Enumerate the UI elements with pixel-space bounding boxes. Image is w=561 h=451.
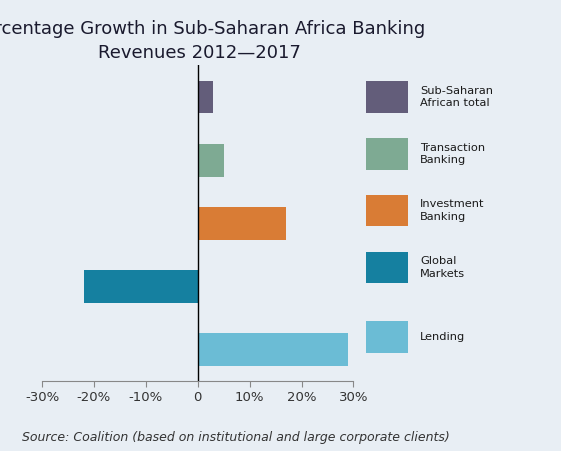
Text: Investment
Banking: Investment Banking: [420, 199, 484, 222]
Bar: [366, 195, 408, 226]
Text: Source: Coalition (based on institutional and large corporate clients): Source: Coalition (based on institutiona…: [22, 431, 450, 444]
Bar: [366, 252, 408, 283]
Text: Transaction
Banking: Transaction Banking: [420, 143, 485, 165]
Bar: [197, 144, 224, 176]
Bar: [197, 81, 213, 113]
Bar: [366, 321, 408, 353]
Bar: [366, 138, 408, 170]
Text: Sub-Saharan
African total: Sub-Saharan African total: [420, 86, 493, 108]
Text: Percentage Growth in Sub-Saharan Africa Banking
Revenues 2012—2017: Percentage Growth in Sub-Saharan Africa …: [0, 20, 425, 62]
Text: Lending: Lending: [420, 332, 465, 342]
Bar: [366, 81, 408, 113]
Bar: [197, 333, 348, 366]
Text: Global
Markets: Global Markets: [420, 256, 465, 279]
Bar: [197, 207, 286, 239]
Bar: [84, 270, 197, 303]
